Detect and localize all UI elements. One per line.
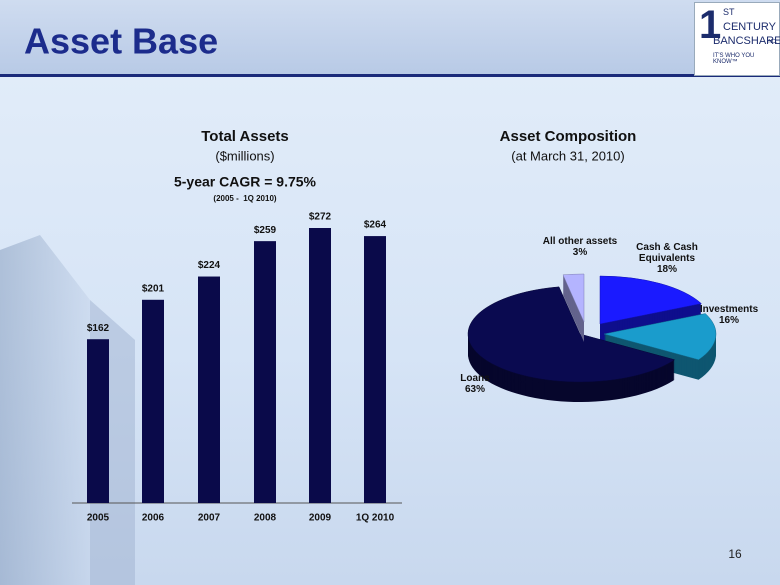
- pie-label: All other assets 3%: [525, 236, 635, 258]
- bar: [198, 276, 220, 503]
- pie-slice: [467, 286, 676, 403]
- title-rule: [0, 74, 780, 77]
- bar: [364, 236, 386, 503]
- data-label: $259: [254, 225, 277, 236]
- slide-title: Asset Base: [24, 21, 218, 62]
- pie-slice: [562, 273, 585, 342]
- bar: [309, 228, 331, 503]
- logo-text: BANCSHARES: [713, 35, 780, 47]
- pie-label-name: Investments: [699, 304, 759, 315]
- bar: [254, 241, 276, 504]
- data-label: $201: [142, 283, 165, 294]
- chart-title: Asset Composition: [500, 128, 637, 145]
- page-number: 16: [728, 547, 742, 561]
- pie-label-value: 63%: [464, 384, 485, 395]
- pie-label-name: Cash & Cash Equivalents: [636, 242, 698, 264]
- bar: [142, 299, 164, 503]
- slice-top: [599, 275, 702, 325]
- x-tick-label: 2008: [254, 513, 277, 524]
- title-band: [0, 0, 780, 74]
- pie-label-value: 18%: [656, 264, 677, 275]
- x-tick-label: 2007: [198, 513, 221, 524]
- annotation: 5-year CAGR = 9.75%: [174, 174, 317, 190]
- chart-subtitle: (at March 31, 2010): [511, 148, 624, 163]
- pie-label: Loans 63%: [420, 373, 530, 395]
- pie-label-value: 16%: [718, 315, 739, 326]
- slice-top: [467, 286, 676, 383]
- slice-top: [603, 313, 717, 360]
- logo-numeral: 1: [699, 3, 722, 47]
- logo-text: CENTURY: [723, 21, 776, 33]
- chart-title: Total Assets: [201, 128, 289, 145]
- pie-slice: [599, 275, 702, 344]
- data-label: $272: [309, 212, 332, 223]
- data-label: $224: [198, 260, 221, 271]
- x-tick-label: 2009: [309, 513, 332, 524]
- annotation: (2005 - 1Q 2010): [213, 194, 276, 203]
- data-label: $264: [364, 220, 387, 231]
- x-tick-label: 2005: [87, 513, 110, 524]
- x-tick-label: 1Q 2010: [356, 513, 395, 524]
- chart-subtitle: ($millions): [215, 148, 274, 163]
- x-tick-label: 2006: [142, 513, 165, 524]
- logo-tagline: IT'S WHO YOU KNOW™: [713, 53, 755, 65]
- logo-suffix: INC.: [767, 39, 777, 45]
- pie-label-name: Loans: [460, 373, 490, 384]
- pie-label-value: 3%: [572, 247, 588, 258]
- logo: 1 ST CENTURY BANCSHARES INC. IT'S WHO YO…: [694, 2, 780, 76]
- logo-superscript: ST: [723, 7, 735, 17]
- pie-label-name: All other assets: [542, 236, 618, 247]
- pie-label: Investments 16%: [674, 304, 780, 326]
- building-image: [0, 235, 90, 585]
- data-label: $162: [87, 323, 110, 334]
- bar: [87, 339, 109, 503]
- slice-top: [562, 273, 585, 323]
- pie-label: Cash & Cash Equivalents 18%: [612, 242, 722, 275]
